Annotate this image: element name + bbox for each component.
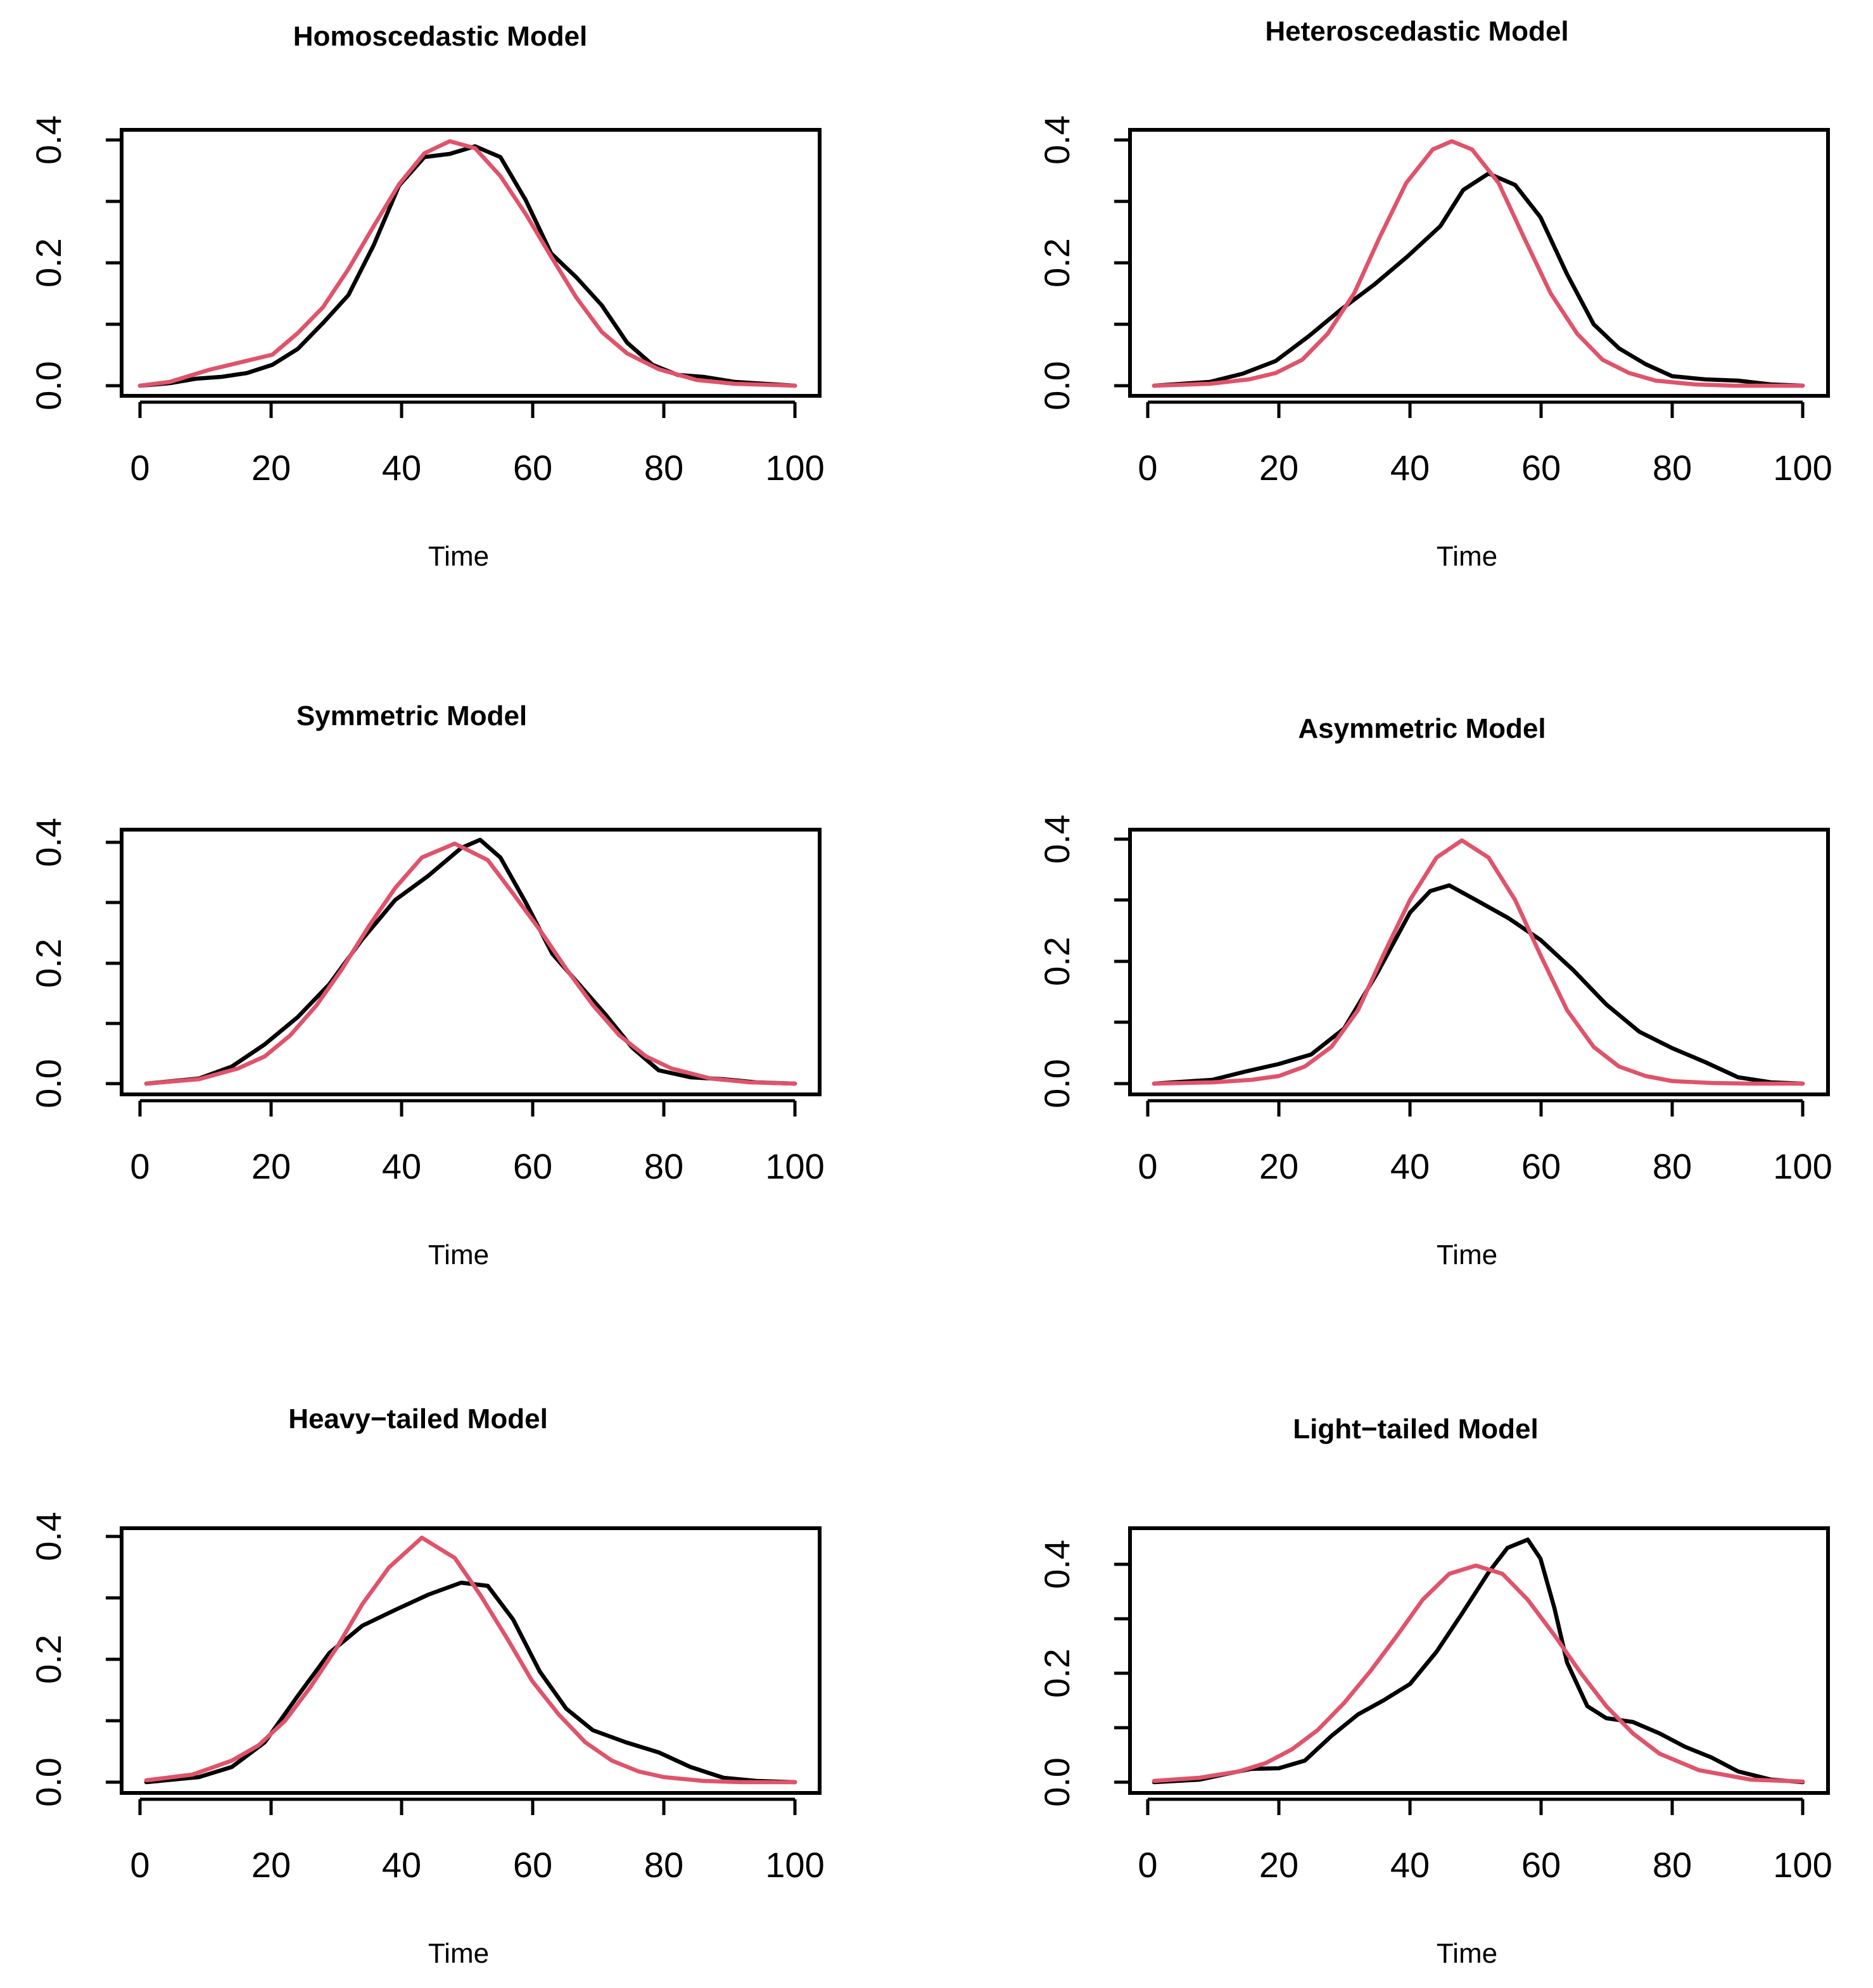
x-tick-label-60: 60 bbox=[1521, 448, 1561, 488]
x-tick-label-20: 20 bbox=[1259, 1146, 1298, 1186]
x-tick-label-0: 0 bbox=[130, 448, 149, 488]
x-tick-label-20: 20 bbox=[1259, 448, 1298, 488]
x-tick-label-60: 60 bbox=[1521, 1845, 1561, 1885]
x-tick-label-80: 80 bbox=[644, 1845, 683, 1885]
x-tick-label-100: 100 bbox=[1773, 1146, 1832, 1186]
empirical-density-line bbox=[1152, 883, 1805, 1086]
panel-symmetric: Symmetric Model 0 20 40 60 80 100 0.0 0. bbox=[29, 700, 825, 1270]
y-axis: 0.0 0.2 0.4 bbox=[1037, 1540, 1132, 1807]
y-tick-label-0.2: 0.2 bbox=[1037, 937, 1077, 986]
panel-title: Heavy−tailed Model bbox=[288, 1403, 548, 1434]
x-tick-label-20: 20 bbox=[251, 448, 291, 488]
x-axis: 0 20 40 60 80 100 bbox=[130, 400, 825, 488]
panel-title: Light−tailed Model bbox=[1293, 1414, 1538, 1445]
normal-density-line bbox=[137, 139, 797, 388]
empirical-density-line bbox=[1152, 1537, 1805, 1785]
y-tick-label-0.0: 0.0 bbox=[29, 1059, 68, 1108]
empirical-density-line bbox=[144, 837, 797, 1086]
panel-title: Heteroscedastic Model bbox=[1265, 16, 1568, 47]
x-tick-label-100: 100 bbox=[765, 448, 824, 488]
x-tick-label-40: 40 bbox=[1390, 448, 1430, 488]
panel-title: Homoscedastic Model bbox=[293, 21, 588, 52]
normal-density-line bbox=[1152, 139, 1805, 388]
empirical-density-line bbox=[1152, 171, 1805, 388]
normal-density-line bbox=[1152, 838, 1805, 1086]
y-tick-label-0.2: 0.2 bbox=[29, 238, 68, 288]
y-tick-label-0.0: 0.0 bbox=[29, 1757, 68, 1807]
x-axis-label: Time bbox=[1437, 541, 1497, 572]
x-tick-label-0: 0 bbox=[1138, 448, 1157, 488]
y-tick-label-0.4: 0.4 bbox=[1037, 814, 1077, 864]
panel-title: Symmetric Model bbox=[296, 700, 527, 731]
x-tick-label-60: 60 bbox=[513, 448, 552, 488]
panel-asymmetric: Asymmetric Model 0 20 40 60 80 100 0.0 0 bbox=[1037, 713, 1832, 1270]
x-axis-label: Time bbox=[1437, 1239, 1497, 1270]
y-axis: 0.0 0.2 0.4 bbox=[1037, 814, 1132, 1108]
x-tick-label-80: 80 bbox=[1653, 448, 1692, 488]
x-tick-label-60: 60 bbox=[513, 1845, 552, 1885]
y-tick-label-0.4: 0.4 bbox=[29, 1512, 68, 1561]
y-axis: 0.0 0.2 0.4 bbox=[29, 115, 124, 410]
y-axis: 0.0 0.2 0.4 bbox=[1037, 115, 1132, 410]
x-tick-label-80: 80 bbox=[1653, 1845, 1692, 1885]
x-axis: 0 20 40 60 80 100 bbox=[1138, 1099, 1832, 1186]
x-tick-label-0: 0 bbox=[1138, 1146, 1157, 1186]
normal-density-line bbox=[1152, 1563, 1805, 1784]
x-axis-label: Time bbox=[428, 1239, 489, 1270]
normal-density-line bbox=[144, 841, 797, 1086]
x-tick-label-80: 80 bbox=[1653, 1146, 1692, 1186]
x-axis: 0 20 40 60 80 100 bbox=[130, 1797, 825, 1885]
panel-heteroscedastic: Heteroscedastic Model 0 20 40 60 80 100 … bbox=[1037, 16, 1832, 572]
x-tick-label-80: 80 bbox=[644, 448, 683, 488]
y-tick-label-0.0: 0.0 bbox=[1037, 1757, 1077, 1807]
x-tick-label-0: 0 bbox=[1138, 1845, 1157, 1885]
y-tick-label-0.4: 0.4 bbox=[1037, 115, 1077, 165]
x-tick-label-40: 40 bbox=[382, 1845, 421, 1885]
x-tick-label-60: 60 bbox=[1521, 1146, 1561, 1186]
x-tick-label-40: 40 bbox=[382, 1146, 421, 1186]
x-axis: 0 20 40 60 80 100 bbox=[1138, 1797, 1832, 1885]
x-tick-label-40: 40 bbox=[382, 448, 421, 488]
y-tick-label-0.2: 0.2 bbox=[1037, 238, 1077, 288]
x-axis-label: Time bbox=[1437, 1938, 1497, 1969]
panel-heavy-tailed: Heavy−tailed Model 0 20 40 60 80 100 0.0 bbox=[29, 1403, 825, 1969]
y-axis: 0.0 0.2 0.4 bbox=[29, 818, 124, 1108]
panel-homoscedastic: Homoscedastic Model 0 20 40 60 80 100 0.… bbox=[29, 21, 825, 572]
y-tick-label-0.0: 0.0 bbox=[1037, 361, 1077, 410]
y-tick-label-0.2: 0.2 bbox=[1037, 1649, 1077, 1698]
x-tick-label-0: 0 bbox=[130, 1146, 149, 1186]
y-tick-label-0.2: 0.2 bbox=[29, 939, 68, 988]
y-tick-label-0.0: 0.0 bbox=[1037, 1059, 1077, 1108]
x-tick-label-0: 0 bbox=[130, 1845, 149, 1885]
y-tick-label-0.4: 0.4 bbox=[29, 818, 68, 867]
panel-title: Asymmetric Model bbox=[1298, 713, 1546, 744]
x-tick-label-60: 60 bbox=[513, 1146, 552, 1186]
y-tick-label-0.2: 0.2 bbox=[29, 1635, 68, 1684]
x-tick-label-20: 20 bbox=[251, 1845, 291, 1885]
normal-density-line bbox=[144, 1535, 797, 1785]
y-tick-label-0.4: 0.4 bbox=[1037, 1540, 1077, 1589]
y-tick-label-0.0: 0.0 bbox=[29, 361, 68, 410]
x-tick-label-20: 20 bbox=[251, 1146, 291, 1186]
x-axis: 0 20 40 60 80 100 bbox=[130, 1099, 825, 1186]
y-axis: 0.0 0.2 0.4 bbox=[29, 1512, 124, 1807]
panel-light-tailed: Light−tailed Model 0 20 40 60 80 100 0.0 bbox=[1037, 1414, 1832, 1969]
y-tick-label-0.4: 0.4 bbox=[29, 115, 68, 165]
x-axis-label: Time bbox=[428, 1938, 489, 1969]
x-tick-label-20: 20 bbox=[1259, 1845, 1298, 1885]
x-tick-label-100: 100 bbox=[765, 1845, 824, 1885]
x-tick-label-100: 100 bbox=[765, 1146, 824, 1186]
x-tick-label-80: 80 bbox=[644, 1146, 683, 1186]
x-axis-label: Time bbox=[428, 541, 489, 572]
x-tick-label-100: 100 bbox=[1773, 448, 1832, 488]
x-axis: 0 20 40 60 80 100 bbox=[1138, 400, 1832, 488]
x-tick-label-40: 40 bbox=[1390, 1146, 1430, 1186]
x-tick-label-40: 40 bbox=[1390, 1845, 1430, 1885]
x-tick-label-100: 100 bbox=[1773, 1845, 1832, 1885]
